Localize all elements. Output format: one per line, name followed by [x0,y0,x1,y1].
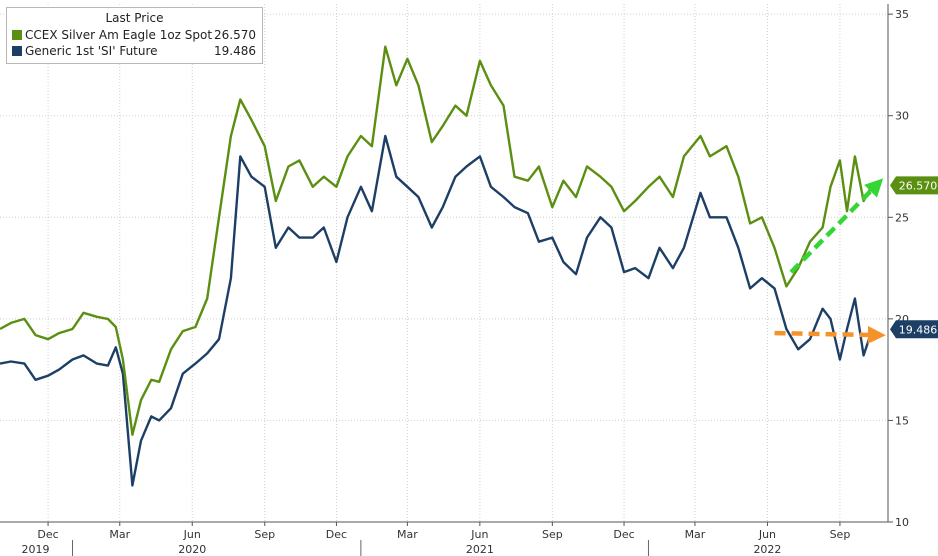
year-label: 2021 [466,543,494,556]
last-price-badge [890,320,938,339]
last-price-labels: 26.570 19.486 [890,176,938,339]
series-lines [0,45,874,487]
year-label: 2019 [21,543,49,556]
series-line [0,45,874,436]
y-tick-label: 30 [895,110,909,123]
legend-value-eagle: 26.570 [214,28,256,42]
y-tick-label: 35 [895,8,909,21]
legend-label-future: Generic 1st 'SI' Future [25,44,158,58]
legend-swatch-eagle [12,30,22,40]
series-line [0,134,874,487]
x-tick-label: Sep [542,528,563,541]
x-tick-label: Dec [326,528,347,541]
last-price-value: 19.486 [899,323,938,336]
legend-swatch-future [12,46,22,56]
legend-item-eagle: CCEX Silver Am Eagle 1oz Spot 26.570 [12,28,256,43]
y-tick-label: 10 [895,516,909,529]
x-tick-label: Dec [37,528,58,541]
y-tick-label: 15 [895,414,909,427]
x-tick-label: Mar [685,528,706,541]
year-label: 2022 [753,543,781,556]
trend-arrows [774,178,886,344]
x-tick-label: Mar [109,528,130,541]
x-axis: Dec Mar Jun Sep Dec Mar Jun Sep Dec Mar Jun Sep 2019… [0,521,888,556]
x-tick-label: Sep [830,528,851,541]
x-tick-label: Sep [254,528,275,541]
x-tick-label: Jun [183,528,201,541]
legend: Last Price CCEX Silver Am Eagle 1oz Spot… [6,7,263,64]
x-tick-label: Dec [613,528,634,541]
last-price-value: 26.570 [899,179,938,192]
last-price-badge [890,176,938,195]
legend-value-future: 19.486 [214,44,256,58]
legend-title: Last Price [105,11,164,25]
trend-arrow [789,178,884,274]
trend-arrow [774,325,886,344]
y-tick-label: 25 [895,211,909,224]
x-tick-label: Jun [758,528,776,541]
year-label: 2020 [178,543,206,556]
x-tick-label: Mar [397,528,418,541]
legend-label-eagle: CCEX Silver Am Eagle 1oz Spot [25,28,213,42]
x-tick-label: Jun [470,528,488,541]
grid-lines [0,4,888,523]
legend-item-future: Generic 1st 'SI' Future 19.486 [12,44,256,59]
